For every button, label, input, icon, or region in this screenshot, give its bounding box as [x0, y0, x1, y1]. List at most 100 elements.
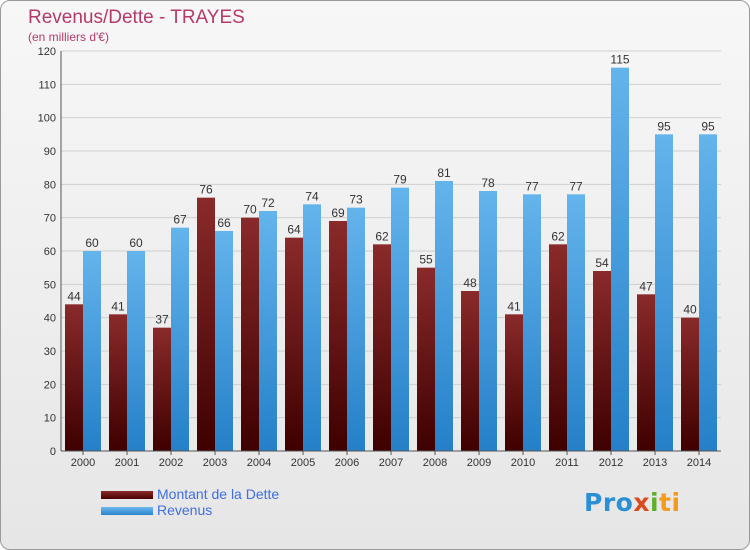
debt-value-label: 69	[331, 206, 345, 220]
revenue-bar	[435, 181, 453, 451]
y-tick-label: 20	[44, 379, 56, 391]
debt-value-label: 62	[551, 229, 565, 243]
revenue-value-label: 78	[481, 176, 495, 190]
revenue-bar	[215, 231, 233, 451]
debt-value-label: 55	[419, 253, 433, 267]
revenue-value-label: 77	[525, 179, 539, 193]
debt-bar	[329, 221, 347, 451]
debt-value-label: 70	[243, 203, 257, 217]
debt-bar	[197, 197, 215, 451]
revenue-value-label: 95	[701, 119, 715, 133]
revenue-bar	[391, 187, 409, 451]
revenue-bar	[479, 191, 497, 451]
legend-label-debt: Montant de la Dette	[157, 486, 280, 502]
x-tick-label: 2002	[159, 457, 183, 469]
revenue-bar	[611, 67, 629, 452]
revenue-value-label: 79	[393, 173, 407, 187]
legend-swatch-revenue	[101, 507, 153, 515]
debt-bar	[373, 244, 391, 451]
revenue-value-label: 115	[610, 53, 629, 67]
x-tick-label: 2007	[379, 457, 403, 469]
revenue-value-label: 74	[305, 189, 319, 203]
y-tick-label: 50	[44, 279, 56, 291]
debt-value-label: 40	[683, 303, 697, 317]
y-tick-label: 10	[44, 413, 56, 425]
revenue-value-label: 66	[217, 216, 231, 230]
debt-bar	[285, 237, 303, 451]
debt-value-label: 64	[287, 223, 301, 237]
debt-bar	[637, 294, 655, 451]
debt-value-label: 37	[155, 313, 169, 327]
revenue-bar	[655, 134, 673, 452]
x-tick-label: 2013	[643, 457, 667, 469]
debt-value-label: 44	[67, 289, 81, 303]
y-tick-label: 30	[44, 346, 56, 358]
x-tick-label: 2005	[291, 457, 315, 469]
debt-value-label: 41	[111, 299, 125, 313]
legend-swatch-debt	[101, 491, 153, 499]
debt-value-label: 47	[639, 279, 653, 293]
y-tick-label: 100	[38, 113, 56, 125]
x-tick-label: 2009	[467, 457, 491, 469]
x-tick-label: 2012	[599, 457, 623, 469]
debt-value-label: 62	[375, 229, 389, 243]
y-tick-label: 70	[44, 213, 56, 225]
y-tick-label: 60	[44, 246, 56, 258]
debt-bar	[549, 244, 567, 451]
revenue-value-label: 60	[129, 236, 143, 250]
revenue-value-label: 95	[657, 119, 671, 133]
x-tick-label: 2003	[203, 457, 227, 469]
y-tick-label: 110	[38, 79, 56, 91]
logo-part: x	[633, 488, 650, 517]
revenue-bar	[171, 227, 189, 451]
proxiti-logo: Proxiti	[584, 488, 681, 517]
revenue-value-label: 72	[261, 196, 275, 210]
revenue-bar	[259, 211, 277, 451]
chart-subtitle: (en milliers d'€)	[28, 30, 109, 44]
legend-label-revenue: Revenus	[157, 502, 213, 518]
y-tick-label: 0	[50, 446, 56, 458]
revenue-bar	[127, 251, 145, 451]
logo-part: Pro	[584, 488, 634, 517]
revenue-bar	[303, 204, 321, 451]
debt-value-label: 76	[199, 183, 213, 197]
x-tick-label: 2014	[687, 457, 711, 469]
x-tick-label: 2008	[423, 457, 447, 469]
debt-bar	[241, 217, 259, 451]
chart-title: Revenus/Dette - TRAYES	[28, 7, 245, 28]
debt-bar	[681, 317, 699, 451]
y-tick-label: 80	[44, 179, 56, 191]
logo-part: ti	[659, 488, 681, 517]
revenue-value-label: 77	[569, 179, 583, 193]
revenue-bar	[567, 194, 585, 452]
debt-value-label: 48	[463, 276, 477, 290]
x-tick-label: 2001	[115, 457, 139, 469]
debt-bar	[65, 304, 83, 451]
debt-value-label: 54	[595, 256, 609, 270]
logo-part: i	[649, 488, 660, 517]
debt-bar	[109, 314, 127, 451]
revenue-value-label: 81	[437, 166, 451, 180]
revenue-value-label: 60	[85, 236, 99, 250]
revenue-value-label: 73	[349, 193, 363, 207]
revenue-bar	[523, 194, 541, 452]
x-tick-label: 2010	[511, 457, 535, 469]
x-tick-label: 2011	[555, 457, 579, 469]
x-tick-label: 2006	[335, 457, 359, 469]
debt-bar	[461, 291, 479, 451]
x-tick-label: 2000	[71, 457, 95, 469]
y-tick-label: 40	[44, 313, 56, 325]
y-tick-label: 90	[44, 146, 56, 158]
x-tick-label: 2004	[247, 457, 271, 469]
debt-bar	[593, 271, 611, 451]
revenue-bar	[699, 134, 717, 452]
debt-bar	[153, 327, 171, 451]
debt-value-label: 41	[507, 299, 521, 313]
revenue-bar	[347, 207, 365, 451]
debt-bar	[505, 314, 523, 451]
y-tick-label: 120	[38, 46, 56, 58]
revenue-bar	[83, 251, 101, 451]
debt-bar	[417, 267, 435, 451]
